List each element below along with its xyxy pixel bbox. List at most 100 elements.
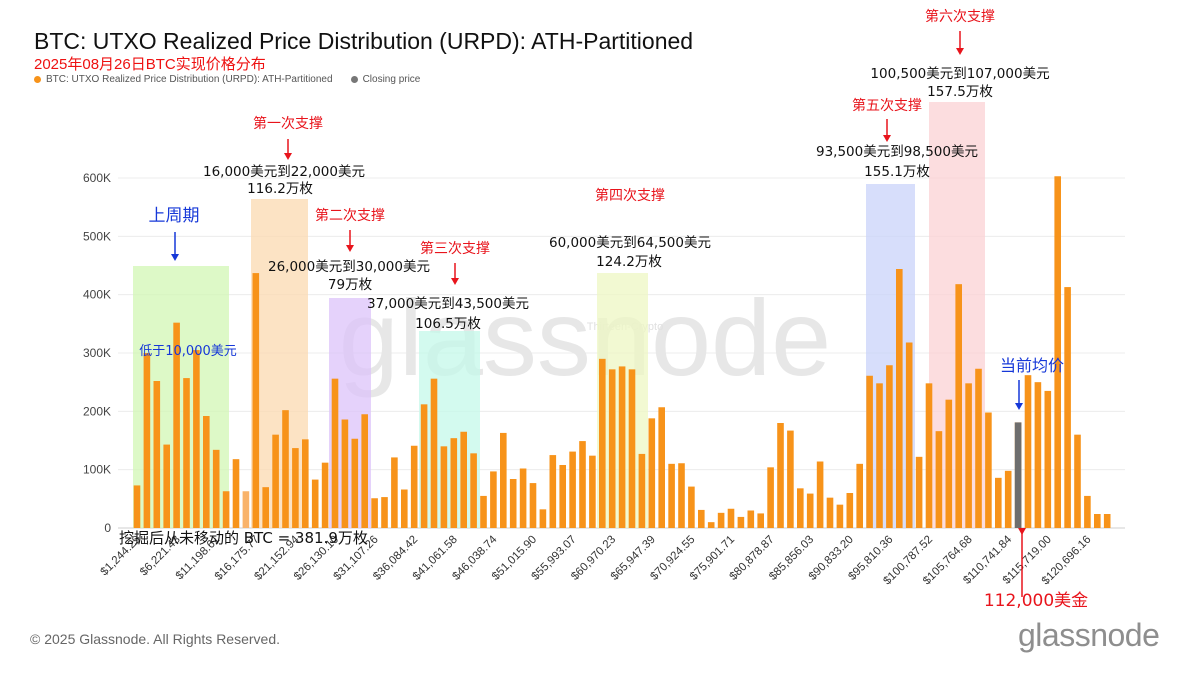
urpd-bar <box>668 463 675 528</box>
current-avg-arrow-head <box>1015 403 1023 410</box>
urpd-bar <box>272 434 279 528</box>
urpd-bar <box>945 399 953 528</box>
urpd-bar <box>470 453 477 528</box>
urpd-bar <box>856 463 863 528</box>
support-range-5: 93,500美元到98,500美元 <box>816 144 978 160</box>
urpd-bar <box>886 365 893 528</box>
support-amount-1: 116.2万枚 <box>247 181 313 197</box>
urpd-bar <box>559 465 566 528</box>
urpd-bar <box>1004 470 1012 528</box>
urpd-bar <box>173 322 180 528</box>
mined-unmoved-label: 挖掘后从未移动的 BTC = 381.9万枚 <box>119 529 368 547</box>
urpd-bar <box>955 284 962 528</box>
urpd-bar <box>490 471 497 528</box>
urpd-bar <box>331 378 339 528</box>
legend-item-closing-price[interactable]: Closing price <box>350 74 421 85</box>
current-avg-label: 当前均价 <box>1000 356 1064 375</box>
urpd-bar <box>460 431 467 528</box>
legend-item-urpd[interactable]: BTC: UTXO Realized Price Distribution (U… <box>34 74 333 85</box>
urpd-bar <box>549 455 557 528</box>
urpd-bar <box>401 489 408 528</box>
urpd-bar <box>896 269 903 528</box>
closing-price-bar <box>1014 422 1022 528</box>
glassnode-logo: glassnode <box>1018 617 1160 653</box>
support-title-1: 第一次支撑 <box>253 115 323 132</box>
urpd-bar <box>1034 382 1042 528</box>
urpd-bar <box>529 483 537 528</box>
urpd-bar <box>183 378 190 528</box>
urpd-bar <box>905 342 913 528</box>
urpd-bar <box>450 438 458 528</box>
zone-support-1 <box>251 199 308 528</box>
urpd-bar <box>252 273 260 528</box>
urpd-bar <box>836 504 844 528</box>
urpd-bar <box>638 453 646 528</box>
urpd-bar <box>965 383 972 528</box>
urpd-bar <box>193 350 200 528</box>
support-range-2: 26,000美元到30,000美元 <box>268 259 430 275</box>
urpd-bar <box>767 467 774 528</box>
urpd-bar <box>806 493 814 528</box>
urpd-bar <box>826 497 834 528</box>
support-amount-6: 157.5万枚 <box>927 84 993 100</box>
urpd-bar <box>816 461 824 528</box>
support-arrow-2-head <box>346 245 354 252</box>
urpd-bar <box>430 378 438 528</box>
support-title-2: 第二次支撑 <box>315 207 385 224</box>
urpd-bar <box>203 416 210 528</box>
urpd-bar <box>797 488 804 528</box>
urpd-bar <box>302 439 309 528</box>
current-price-label: 112,000美金 <box>984 591 1088 611</box>
urpd-bar <box>242 491 250 528</box>
page-title: BTC: UTXO Realized Price Distribution (U… <box>34 28 694 54</box>
urpd-bar <box>935 431 943 528</box>
support-amount-5: 155.1万枚 <box>864 164 930 180</box>
urpd-bar <box>1074 434 1081 528</box>
prev-cycle-sub: 低于10,000美元 <box>139 344 237 359</box>
urpd-bar <box>678 463 685 528</box>
urpd-bar <box>698 509 705 528</box>
urpd-bar <box>648 418 656 528</box>
urpd-bar <box>777 423 784 528</box>
urpd-bar <box>1084 495 1091 528</box>
urpd-bar <box>727 508 735 528</box>
support-title-4: 第四次支撑 <box>595 187 665 204</box>
support-amount-2: 79万枚 <box>328 277 373 293</box>
y-tick-label: 400K <box>83 288 111 302</box>
support-arrow-5-head <box>883 135 891 142</box>
support-title-5: 第五次支撑 <box>852 97 922 114</box>
support-arrow-1-head <box>284 153 292 160</box>
urpd-bar <box>1044 390 1052 528</box>
support-arrow-3-head <box>451 278 459 285</box>
legend-label-closing-price: Closing price <box>362 74 421 85</box>
urpd-bar <box>519 468 527 528</box>
urpd-bar <box>757 513 764 528</box>
urpd-bar <box>133 485 141 528</box>
urpd-bar <box>143 353 151 528</box>
urpd-bar <box>212 449 220 528</box>
urpd-bar <box>1094 514 1101 528</box>
y-tick-label: 600K <box>83 171 111 185</box>
legend-label-urpd: BTC: UTXO Realized Price Distribution (U… <box>46 74 333 85</box>
urpd-bar <box>975 368 982 528</box>
urpd-bar <box>995 477 1002 528</box>
support-amount-4: 124.2万枚 <box>596 254 662 270</box>
urpd-bar <box>787 430 794 528</box>
page-subtitle: 2025年08月26日BTC实现价格分布 <box>34 56 266 73</box>
urpd-bar <box>688 486 695 528</box>
urpd-bar <box>371 498 378 528</box>
urpd-bar <box>658 407 665 528</box>
prev-cycle-label: 上周期 <box>149 206 200 226</box>
urpd-bar <box>1024 375 1032 528</box>
current-price-arrow-head <box>1018 528 1026 535</box>
legend-dot-icon <box>34 76 41 83</box>
urpd-bar <box>282 410 289 528</box>
urpd-bar <box>747 510 755 528</box>
urpd-bar <box>440 446 448 528</box>
urpd-bar <box>410 445 418 528</box>
urpd-bar <box>232 459 240 528</box>
urpd-bar <box>153 381 161 528</box>
urpd-bar <box>608 369 616 528</box>
urpd-bar <box>351 438 359 528</box>
